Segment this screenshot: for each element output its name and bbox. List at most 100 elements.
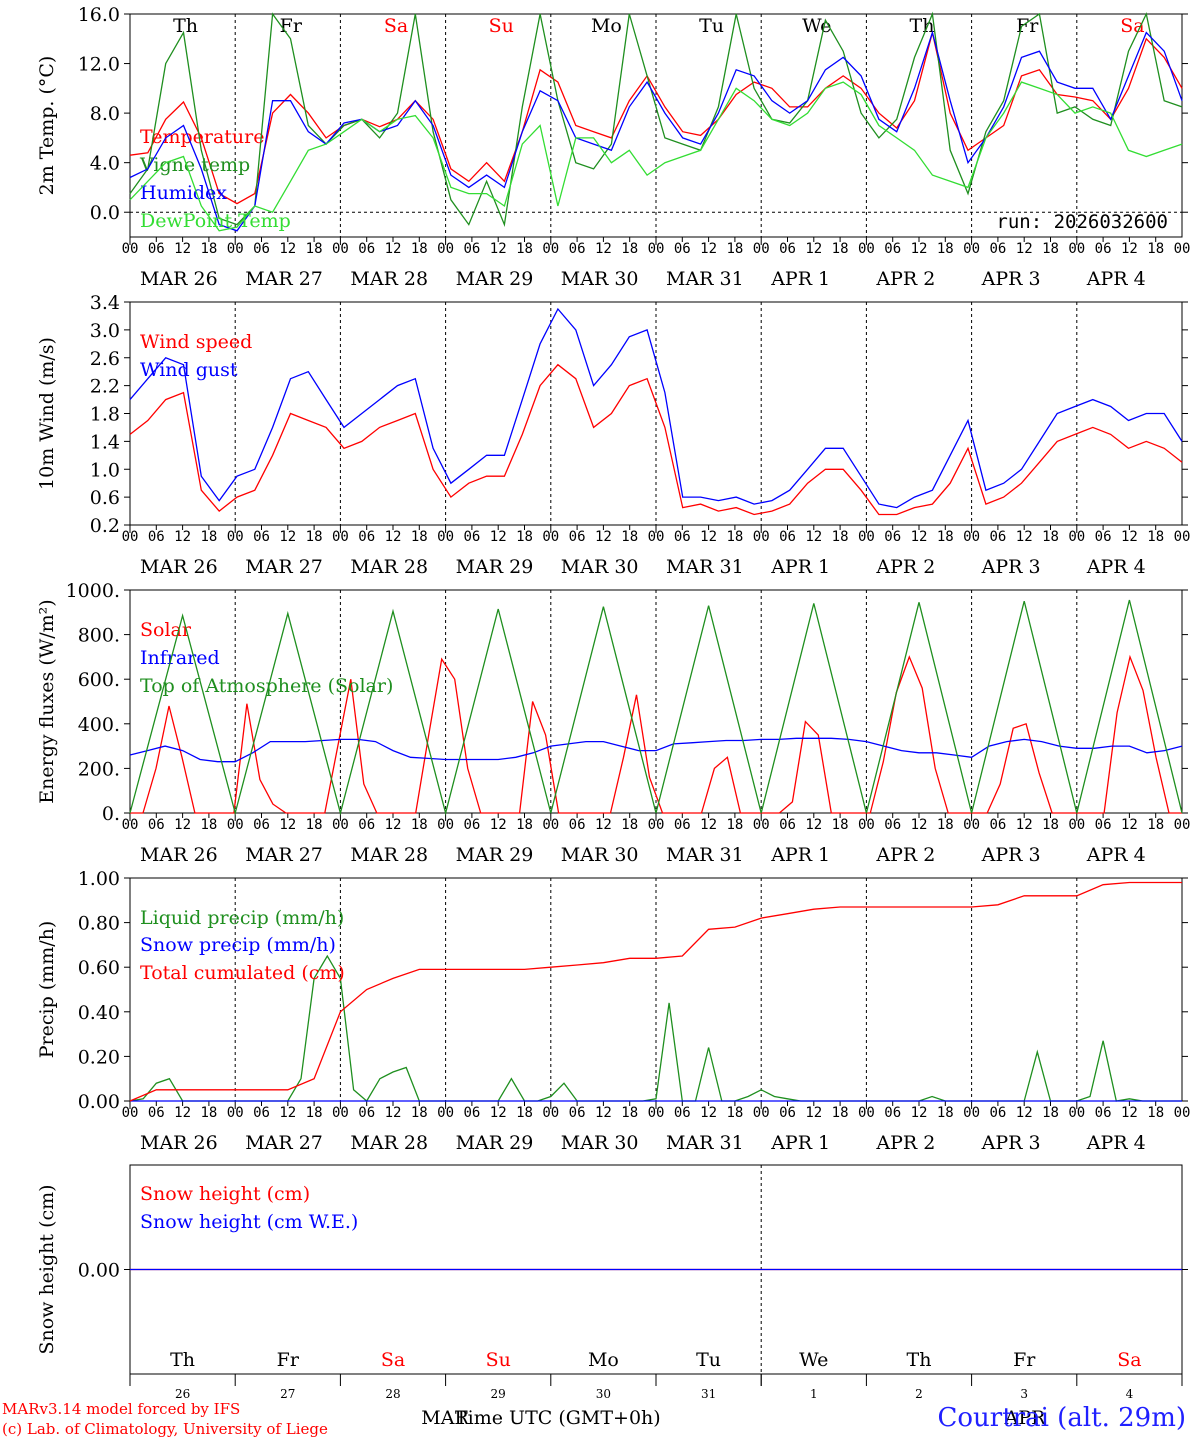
hour-tick-label: 06 <box>674 1105 691 1121</box>
hour-tick-label: 12 <box>805 529 822 545</box>
hour-tick-label: 06 <box>569 817 586 833</box>
day-name-label: Mo <box>588 1349 619 1371</box>
hour-tick-label: 06 <box>569 529 586 545</box>
footer: MARv3.14 model forced by IFS (c) Lab. of… <box>2 1400 1186 1438</box>
y-axis-label: Precip (mm/h) <box>36 921 58 1059</box>
day-name-label: Th <box>173 15 198 37</box>
date-label: APR 1 <box>770 844 830 866</box>
hour-tick-label: 00 <box>963 817 980 833</box>
hour-tick-label: 00 <box>648 529 665 545</box>
date-label: MAR 30 <box>561 268 639 290</box>
day-name-label: Su <box>489 15 514 37</box>
hour-tick-label: 18 <box>411 817 428 833</box>
hour-tick-label: 12 <box>174 817 191 833</box>
hour-tick-label: 12 <box>490 1105 507 1121</box>
y-tick-label: 4.0 <box>90 153 120 175</box>
hour-tick-label: 06 <box>779 529 796 545</box>
station-label: Courtrai (alt. 29m) <box>938 1403 1187 1433</box>
hour-tick-label: 18 <box>1147 529 1164 545</box>
date-label: MAR 31 <box>666 1132 744 1154</box>
panel-snow: 0.00 Snow height (cm) Snow height (cm) Snow… <box>36 1164 1188 1429</box>
date-label: MAR 26 <box>140 268 218 290</box>
hour-tick-label: 00 <box>542 241 559 257</box>
hour-tick-label: 00 <box>1174 1105 1191 1121</box>
hour-tick-label: 12 <box>385 241 402 257</box>
date-label: MAR 28 <box>350 1132 428 1154</box>
day-name-label: Su <box>486 1349 511 1371</box>
date-label: MAR 28 <box>350 268 428 290</box>
hour-tick-label: 00 <box>122 529 139 545</box>
panel-energy: 1000. 800. 600. 400. 200. 0. Energy fluxes (W/… <box>36 580 1190 866</box>
series-line-temp-2 <box>129 30 1183 232</box>
date-label: MAR 29 <box>456 844 534 866</box>
plot-frame-temp <box>129 13 1183 238</box>
date-label: MAR 29 <box>456 1132 534 1154</box>
hour-tick-label: 06 <box>989 1105 1006 1121</box>
date-label: MAR 30 <box>561 844 639 866</box>
y-tick-label: 200. <box>78 758 120 780</box>
day-name-label: Sa <box>384 15 408 37</box>
hour-tick-label: 12 <box>1016 529 1033 545</box>
hour-tick-label: 18 <box>411 241 428 257</box>
y-tick-label: 8.0 <box>90 103 120 125</box>
series-line-wind-1 <box>129 307 1183 509</box>
y-axis-label: Energy fluxes (W/m²) <box>36 599 58 803</box>
day-number-label: 28 <box>385 1387 400 1401</box>
day-number-label: 29 <box>491 1387 506 1401</box>
hour-tick-label: 18 <box>832 241 849 257</box>
day-name-label: Th <box>170 1349 195 1371</box>
hour-tick-label: 00 <box>437 529 454 545</box>
hour-tick-label: 18 <box>726 241 743 257</box>
hour-tick-label: 18 <box>411 529 428 545</box>
hour-tick-label: 12 <box>700 529 717 545</box>
date-label: MAR 26 <box>140 556 218 578</box>
hour-tick-label: 12 <box>490 817 507 833</box>
day-number-label: 26 <box>175 1387 190 1401</box>
hour-tick-label: 00 <box>753 1105 770 1121</box>
hour-tick-label: 06 <box>148 1105 165 1121</box>
series-line-energy-0 <box>130 654 1182 814</box>
hour-tick-label: 00 <box>753 241 770 257</box>
hour-tick-label: 00 <box>122 817 139 833</box>
date-label: APR 2 <box>875 268 935 290</box>
hour-tick-label: 12 <box>805 1105 822 1121</box>
hour-tick-label: 12 <box>279 1105 296 1121</box>
credit-line-2: (c) Lab. of Climatology, University of L… <box>2 1420 328 1438</box>
date-label: MAR 31 <box>666 844 744 866</box>
hour-tick-label: 06 <box>884 241 901 257</box>
hour-tick-label: 06 <box>253 241 270 257</box>
legend-entry: Snow height (cm) <box>140 1183 310 1205</box>
y-tick-label: 0.00 <box>78 1091 120 1113</box>
y-tick-label: 2.2 <box>90 376 120 398</box>
hour-tick-label: 06 <box>463 529 480 545</box>
hour-tick-label: 12 <box>174 1105 191 1121</box>
date-label: MAR 30 <box>561 1132 639 1154</box>
hour-tick-label: 06 <box>674 241 691 257</box>
hour-tick-label: 18 <box>621 817 638 833</box>
hour-tick-label: 12 <box>700 817 717 833</box>
date-label: APR 4 <box>1086 556 1146 578</box>
date-label: APR 1 <box>770 1132 830 1154</box>
date-label: APR 3 <box>981 556 1041 578</box>
hour-tick-label: 00 <box>648 817 665 833</box>
hour-tick-label: 00 <box>542 529 559 545</box>
hour-tick-label: 18 <box>200 529 217 545</box>
hour-tick-label: 12 <box>700 241 717 257</box>
hour-tick-label: 12 <box>595 241 612 257</box>
hour-tick-label: 18 <box>832 817 849 833</box>
series-line-wind-0 <box>129 363 1183 516</box>
y-tick-label: 0.2 <box>90 515 120 537</box>
hour-tick-label: 18 <box>1042 241 1059 257</box>
hour-tick-label: 06 <box>463 241 480 257</box>
hour-tick-label: 18 <box>726 817 743 833</box>
x-axis-title: Time UTC (GMT+0h) <box>455 1407 661 1429</box>
y-tick-label: 1.8 <box>90 404 120 426</box>
hour-tick-label: 06 <box>1095 817 1112 833</box>
legend-entry: Wind gust <box>140 359 238 381</box>
hour-tick-label: 12 <box>279 241 296 257</box>
hour-tick-label: 12 <box>1121 1105 1138 1121</box>
series-line-temp-1 <box>129 11 1183 228</box>
date-label: MAR 30 <box>561 556 639 578</box>
hour-tick-label: 06 <box>1095 241 1112 257</box>
